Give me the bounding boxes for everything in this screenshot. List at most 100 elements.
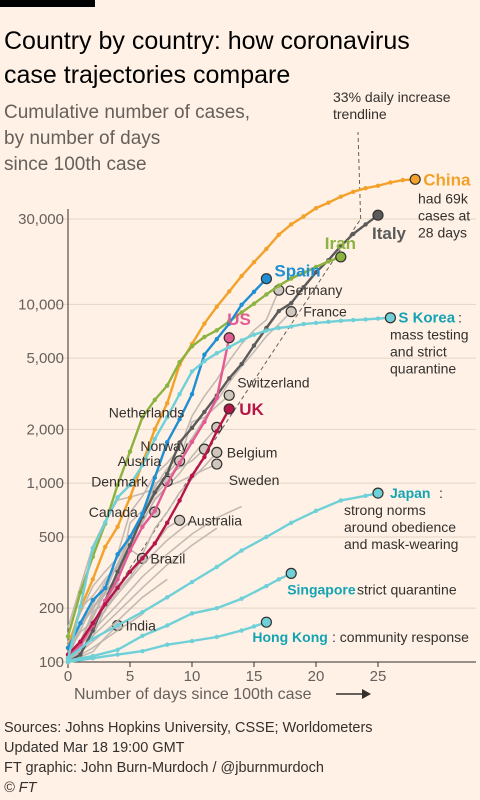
label-denmark: Denmark bbox=[91, 473, 149, 489]
point-china-23 bbox=[351, 189, 356, 194]
point-italy-24 bbox=[363, 222, 368, 227]
series-line-uk bbox=[67, 408, 231, 656]
point-china-15 bbox=[251, 260, 257, 265]
x-tick-label-20: 20 bbox=[308, 668, 325, 685]
y-tick-label-30000: 30,000 bbox=[18, 211, 64, 228]
point-japan-10 bbox=[313, 508, 319, 514]
ft-brand-bar bbox=[0, 0, 95, 7]
label-us: US bbox=[227, 310, 251, 329]
sources-note: Sources: Johns Hopkins University, CSSE;… bbox=[4, 720, 373, 736]
point-uk-12 bbox=[214, 429, 219, 434]
skorea-note-line-1: and strict bbox=[390, 344, 447, 360]
y-tick-label-100: 100 bbox=[39, 654, 64, 671]
point-uk-10 bbox=[189, 473, 195, 478]
label-netherlands: Netherlands bbox=[109, 404, 185, 420]
point-s-korea-18 bbox=[289, 324, 294, 329]
point-s-korea-6 bbox=[140, 462, 145, 468]
label-uk: UK bbox=[239, 400, 264, 419]
point-hong-kong-0 bbox=[65, 659, 71, 665]
point-italy-20 bbox=[313, 270, 319, 275]
point-china-27 bbox=[400, 177, 405, 183]
point-s-korea-15 bbox=[251, 332, 257, 337]
label-austria: Austria bbox=[118, 453, 162, 469]
label-canada: Canada bbox=[89, 504, 138, 520]
x-tick-label-15: 15 bbox=[246, 668, 263, 685]
point-iran-1 bbox=[78, 590, 83, 595]
endpoint-spain bbox=[260, 273, 272, 285]
copyright-note: © FT bbox=[4, 780, 37, 796]
series-line-other-14 bbox=[67, 527, 218, 663]
series-line-japan bbox=[67, 491, 379, 660]
point-s-korea-22 bbox=[338, 318, 343, 324]
singapore-note: strict quarantine bbox=[357, 581, 457, 597]
point-spain-10 bbox=[189, 391, 195, 397]
point-spain-13 bbox=[227, 321, 232, 326]
point-china-8 bbox=[165, 400, 170, 406]
label-australia: Australia bbox=[188, 512, 243, 528]
point-china-17 bbox=[276, 232, 281, 237]
point-uk-2 bbox=[90, 620, 96, 626]
point-spain-12 bbox=[214, 336, 219, 342]
point-china-25 bbox=[375, 183, 381, 189]
point-china-2 bbox=[90, 577, 96, 582]
point-s-korea-4 bbox=[115, 495, 120, 500]
point-iran-12 bbox=[214, 328, 219, 333]
point-italy-15 bbox=[251, 343, 257, 348]
point-spain-8 bbox=[165, 439, 170, 445]
point-spain-15 bbox=[251, 289, 257, 295]
x-axis-arrow-head bbox=[362, 689, 371, 699]
china-note-line-1: cases at bbox=[418, 207, 470, 223]
point-italy-22 bbox=[338, 243, 343, 249]
y-tick-label-5000: 5,000 bbox=[26, 350, 64, 367]
point-italy-11 bbox=[202, 409, 207, 415]
trendline-33pct bbox=[67, 218, 362, 663]
point-singapore-7 bbox=[239, 596, 244, 601]
label-singapore: Singapore bbox=[287, 581, 356, 597]
point-s-korea-12 bbox=[214, 351, 219, 356]
point-china-18 bbox=[289, 222, 294, 227]
series-line-hong-kong bbox=[67, 621, 267, 664]
point-s-korea-9 bbox=[177, 391, 182, 397]
point-us-9 bbox=[177, 460, 182, 465]
credit-note: FT graphic: John Burn-Murdoch / @jburnmu… bbox=[4, 760, 324, 776]
label-norway: Norway bbox=[140, 438, 187, 454]
label-india: India bbox=[126, 617, 157, 633]
point-singapore-9 bbox=[276, 577, 281, 582]
point-singapore-6 bbox=[214, 605, 219, 611]
point-italy-9 bbox=[177, 440, 182, 445]
point-italy-17 bbox=[276, 308, 281, 314]
trendline-label-line1: 33% daily increase bbox=[333, 89, 451, 105]
trendline-33pct-extension bbox=[357, 131, 362, 220]
point-uk-3 bbox=[103, 602, 108, 607]
endpoint-sweden bbox=[211, 458, 223, 470]
point-italy-23 bbox=[351, 231, 356, 237]
point-s-korea-25 bbox=[375, 316, 381, 321]
point-hong-kong-3 bbox=[140, 648, 145, 654]
point-us-8 bbox=[165, 481, 170, 487]
endpoint-hong-kong bbox=[260, 616, 272, 628]
chart-footer: Sources: Johns Hopkins University, CSSE;… bbox=[4, 718, 474, 798]
point-iran-7 bbox=[152, 397, 157, 403]
x-tick-label-5: 5 bbox=[126, 668, 134, 685]
point-japan-9 bbox=[289, 520, 294, 526]
series-china bbox=[65, 173, 421, 651]
endpoint-s-korea bbox=[384, 312, 396, 324]
point-hong-kong-4 bbox=[165, 642, 170, 647]
point-hong-kong-7 bbox=[239, 628, 244, 633]
x-axis-title: Number of days since 100th case bbox=[74, 686, 312, 703]
point-japan-6 bbox=[214, 564, 219, 570]
point-singapore-5 bbox=[189, 611, 195, 616]
point-s-korea-10 bbox=[189, 369, 195, 374]
point-s-korea-13 bbox=[227, 344, 232, 350]
point-spain-5 bbox=[127, 534, 133, 540]
point-japan-4 bbox=[165, 595, 170, 600]
point-us-5 bbox=[127, 548, 133, 553]
skorea-note-line-0: mass testing bbox=[390, 327, 469, 343]
point-iran-21 bbox=[326, 259, 331, 264]
point-iran-0 bbox=[65, 634, 71, 639]
series-singapore bbox=[65, 567, 297, 663]
x-tick-label-10: 10 bbox=[184, 668, 201, 685]
endpoint-australia bbox=[174, 514, 186, 526]
point-us-11 bbox=[202, 419, 207, 425]
